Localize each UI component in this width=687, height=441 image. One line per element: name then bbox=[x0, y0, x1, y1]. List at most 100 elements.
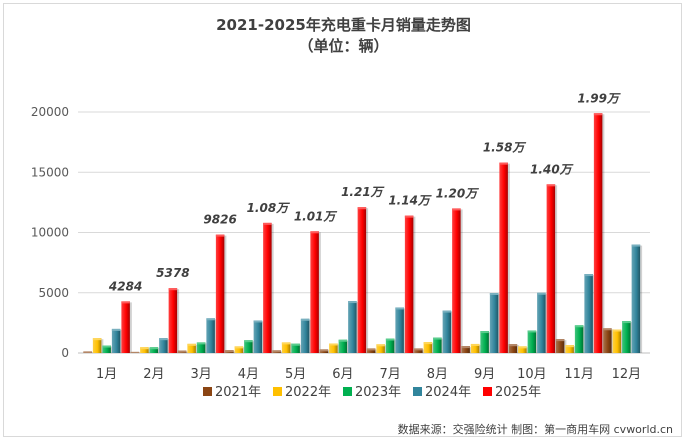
legend-swatch bbox=[483, 387, 492, 396]
y-axis-ticks: 0 5000 10000 15000 20000 bbox=[31, 105, 69, 360]
bar-cap bbox=[433, 337, 442, 340]
x-tick-label: 1月 bbox=[96, 367, 117, 382]
bar-2021年-12月 bbox=[603, 328, 612, 353]
legend: 2021年 2022年 2023年 2024年 2025年 bbox=[203, 385, 541, 400]
bar-2025年-9月 bbox=[499, 162, 508, 353]
data-label: 1.21万 bbox=[341, 185, 385, 199]
data-label: 1.40万 bbox=[530, 162, 574, 176]
bar-2022年-4月 bbox=[234, 346, 244, 353]
bar-2025年-10月 bbox=[546, 184, 556, 353]
y-tick-label: 5000 bbox=[38, 286, 69, 300]
bar-2024年-8月 bbox=[442, 310, 452, 353]
bar-cap bbox=[272, 350, 281, 353]
bar-2025年-11月 bbox=[593, 113, 603, 353]
bar-cap bbox=[177, 350, 187, 353]
bar-2021年-10月 bbox=[508, 344, 518, 353]
bar-2024年-2月 bbox=[159, 338, 168, 353]
bar-2022年-9月 bbox=[470, 343, 480, 353]
bar-2024年-6月 bbox=[348, 301, 357, 353]
bar-cap bbox=[111, 328, 121, 331]
bar-cap bbox=[338, 339, 348, 342]
bar-2023年-8月 bbox=[433, 337, 442, 353]
x-tick-label: 12月 bbox=[612, 367, 642, 382]
bar-2025年-8月 bbox=[452, 208, 461, 353]
bar-cap bbox=[423, 342, 433, 345]
x-tick-label: 11月 bbox=[564, 367, 594, 382]
bar-cap bbox=[83, 351, 92, 353]
bar-2024年-3月 bbox=[206, 318, 215, 353]
bar-2025年-7月 bbox=[404, 215, 414, 353]
bar-2024年-12月 bbox=[631, 244, 641, 353]
bar-cap bbox=[385, 338, 395, 341]
bar-cap bbox=[121, 301, 130, 304]
bar-2025年-3月 bbox=[215, 234, 225, 353]
data-label: 1.99万 bbox=[577, 91, 621, 105]
bar-cap bbox=[593, 113, 603, 116]
bar-2024年-10月 bbox=[537, 292, 546, 353]
x-tick-label: 9月 bbox=[474, 367, 495, 382]
x-tick-label: 3月 bbox=[190, 367, 211, 382]
legend-swatch bbox=[413, 387, 422, 396]
x-tick-label: 4月 bbox=[238, 367, 259, 382]
bar-2023年-10月 bbox=[527, 330, 537, 353]
bar-cap bbox=[281, 342, 291, 345]
data-label: 1.14万 bbox=[388, 194, 432, 208]
bar-cap bbox=[376, 344, 385, 347]
bars bbox=[83, 113, 643, 353]
bar-2022年-3月 bbox=[187, 343, 196, 353]
bar-cap bbox=[537, 292, 546, 295]
bar-cap bbox=[253, 320, 263, 323]
bar-cap bbox=[206, 318, 215, 321]
bar-2022年-5月 bbox=[281, 342, 291, 353]
legend-swatch bbox=[273, 387, 282, 396]
bar-cap bbox=[574, 325, 584, 328]
x-tick-label: 5月 bbox=[285, 367, 306, 382]
bar-cap bbox=[215, 234, 225, 237]
bar-2022年-10月 bbox=[518, 346, 527, 353]
data-label: 1.20万 bbox=[436, 186, 480, 200]
bar-2021年-8月 bbox=[414, 348, 423, 353]
bar-cap bbox=[508, 344, 518, 347]
bar-2024年-9月 bbox=[489, 293, 499, 353]
x-tick-label: 7月 bbox=[379, 367, 400, 382]
bar-cap bbox=[102, 345, 111, 348]
bar-cap bbox=[631, 244, 641, 247]
data-label: 1.01万 bbox=[294, 209, 338, 223]
bar-2023年-5月 bbox=[291, 343, 300, 353]
bar-cap bbox=[518, 346, 527, 349]
bar-2024年-1月 bbox=[111, 328, 121, 353]
y-tick-label: 20000 bbox=[31, 105, 69, 119]
bar-2022年-11月 bbox=[565, 345, 574, 353]
bar-cap bbox=[159, 338, 168, 341]
legend-swatch bbox=[343, 387, 352, 396]
bar-cap bbox=[414, 348, 423, 351]
bar-2023年-7月 bbox=[385, 338, 395, 353]
bar-2024年-5月 bbox=[300, 318, 310, 353]
bar-cap bbox=[452, 208, 461, 211]
bar-2022年-6月 bbox=[329, 343, 338, 353]
bar-2024年-7月 bbox=[395, 307, 404, 353]
x-tick-label: 8月 bbox=[427, 367, 448, 382]
bar-cap bbox=[234, 346, 244, 349]
source-note: 数据来源：交强险统计 制图：第一商用车网 cvworld.cn bbox=[397, 423, 673, 436]
bar-cap bbox=[149, 347, 159, 350]
bar-2023年-6月 bbox=[338, 339, 348, 353]
legend-label: 2023年 bbox=[355, 385, 401, 400]
bar-cap bbox=[546, 184, 556, 187]
bar-cap bbox=[225, 350, 234, 353]
bar-cap bbox=[366, 348, 376, 351]
bar-cap bbox=[263, 222, 272, 225]
bar-cap bbox=[291, 343, 300, 346]
data-label: 5378 bbox=[156, 266, 189, 280]
bar-cap bbox=[310, 231, 319, 234]
bar-2021年-11月 bbox=[555, 339, 565, 353]
bar-2023年-12月 bbox=[622, 321, 631, 353]
x-tick-label: 10月 bbox=[517, 367, 547, 382]
bar-cap bbox=[527, 330, 537, 333]
bar-cap bbox=[603, 328, 612, 331]
bar-cap bbox=[300, 318, 310, 321]
bar-cap bbox=[565, 345, 574, 348]
bar-2025年-5月 bbox=[310, 231, 319, 353]
